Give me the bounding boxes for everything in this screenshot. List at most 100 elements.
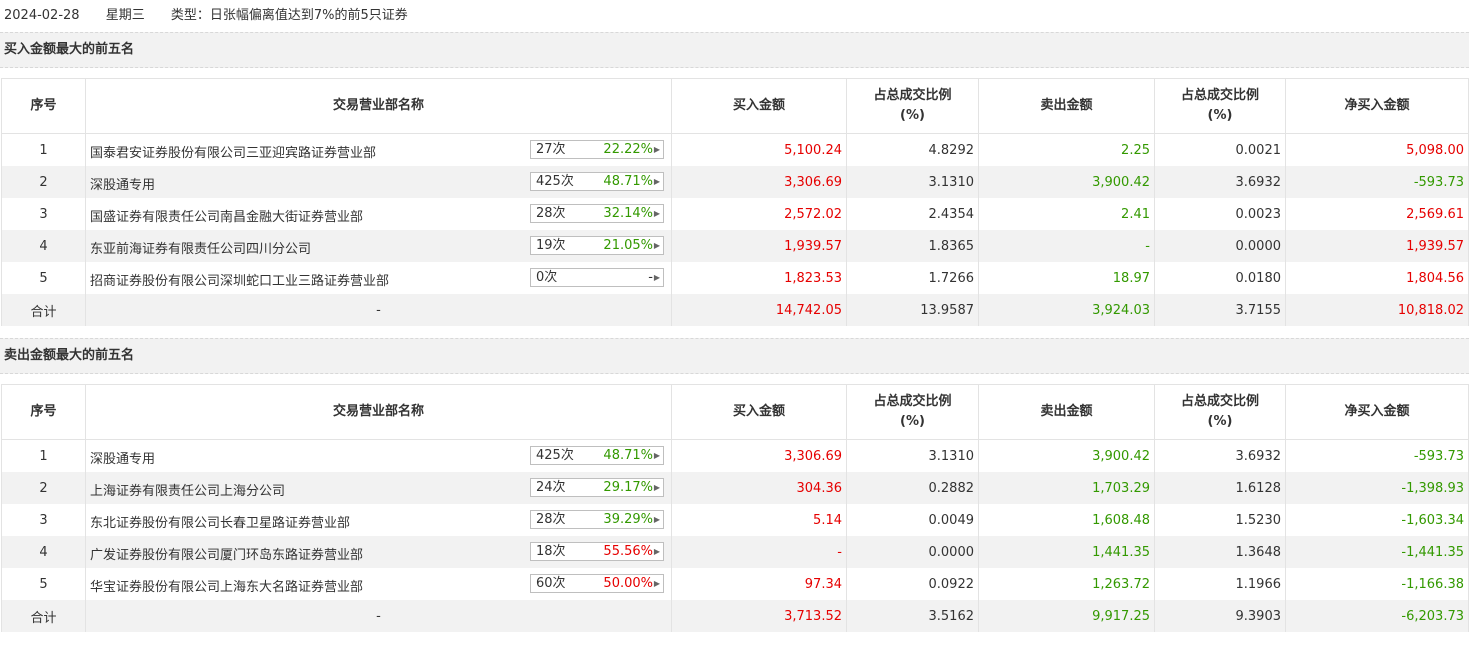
table-row: 3 东北证券股份有限公司长春卫星路证券营业部 28次 39.29% ▶ 5.14 0.004… (1, 504, 1469, 536)
triangle-right-icon: ▶ (653, 273, 660, 282)
total-name: - (85, 294, 672, 326)
row-seq: 3 (1, 504, 86, 536)
net-buy: -1,441.35 (1285, 536, 1469, 568)
dept-count: 425次 (536, 174, 574, 189)
sell-amount: 2.25 (978, 133, 1155, 166)
buy-amount: 2,572.02 (671, 198, 847, 230)
row-seq: 5 (1, 568, 86, 600)
dept-stat-box[interactable]: 425次 48.71% ▶ (530, 172, 664, 191)
col-seq: 序号 (1, 384, 86, 440)
dept-stat-box[interactable]: 18次 55.56% ▶ (530, 542, 664, 561)
table-row: 5 华宝证券股份有限公司上海东大名路证券营业部 60次 50.00% ▶ 97.34 0.0… (1, 568, 1469, 600)
row-seq: 1 (1, 133, 86, 166)
total-sell-ratio: 3.7155 (1154, 294, 1286, 326)
dept-stat-box[interactable]: 28次 32.14% ▶ (530, 204, 664, 223)
dept-stat-box[interactable]: 425次 48.71% ▶ (530, 446, 664, 465)
dept-name-link[interactable]: 国泰君安证券股份有限公司三亚迎宾路证券营业部 (90, 146, 377, 161)
buy-amount: 5,100.24 (671, 133, 847, 166)
dept-stat-box[interactable]: 0次 - ▶ (530, 268, 664, 287)
total-buy: 14,742.05 (671, 294, 847, 326)
net-buy: -1,603.34 (1285, 504, 1469, 536)
row-seq: 2 (1, 472, 86, 504)
table-header-row: 序号 交易营业部名称 买入金额 占总成交比例 (%) 卖出金额 占总成交比例 (%)… (1, 384, 1469, 440)
sell-ratio: 3.6932 (1154, 166, 1286, 198)
net-buy: 5,098.00 (1285, 133, 1469, 166)
trade-date: 2024-02-28 (4, 8, 80, 23)
buy-top5-table: 序号 交易营业部名称 买入金额 占总成交比例 (%) 卖出金额 占总成交比例 (%)… (1, 78, 1469, 326)
col-buy-ratio: 占总成交比例 (%) (846, 384, 979, 440)
row-seq: 4 (1, 536, 86, 568)
row-seq: 2 (1, 166, 86, 198)
col-dept-name: 交易营业部名称 (85, 384, 672, 440)
dept-count: 425次 (536, 448, 574, 463)
dept-stat-box[interactable]: 27次 22.22% ▶ (530, 140, 664, 159)
dept-count: 24次 (536, 480, 566, 495)
dept-win-rate: 39.29% (603, 512, 653, 527)
dept-name-link[interactable]: 招商证券股份有限公司深圳蛇口工业三路证券营业部 (90, 274, 390, 289)
net-buy: -593.73 (1285, 439, 1469, 472)
col-buy-amount: 买入金额 (671, 78, 847, 134)
table-row: 1 深股通专用 425次 48.71% ▶ 3,306.69 3.1310 3,900.42 3… (1, 439, 1469, 472)
dept-name-link[interactable]: 东亚前海证券有限责任公司四川分公司 (90, 242, 312, 257)
dept-stat-box[interactable]: 19次 21.05% ▶ (530, 236, 664, 255)
sell-amount: 1,441.35 (978, 536, 1155, 568)
dept-win-rate: - (648, 270, 653, 285)
sell-ratio: 0.0000 (1154, 230, 1286, 262)
dept-name-link[interactable]: 国盛证券有限责任公司南昌金融大街证券营业部 (90, 210, 364, 225)
total-row: 合计 -14,742.05 13.9587 3,924.03 3.7155 10,818.… (1, 294, 1469, 326)
col-net-buy: 净买入金额 (1285, 384, 1469, 440)
dept-name-link[interactable]: 广发证券股份有限公司厦门环岛东路证券营业部 (90, 548, 364, 563)
triangle-right-icon: ▶ (653, 451, 660, 460)
dept-name-cell: 深股通专用 425次 48.71% ▶ (85, 439, 672, 472)
col-sell-ratio: 占总成交比例 (%) (1154, 384, 1286, 440)
triangle-right-icon: ▶ (653, 547, 660, 556)
dept-stat-box[interactable]: 60次 50.00% ▶ (530, 574, 664, 593)
dept-stat-box[interactable]: 28次 39.29% ▶ (530, 510, 664, 529)
net-buy: 1,804.56 (1285, 262, 1469, 294)
table-row: 5 招商证券股份有限公司深圳蛇口工业三路证券营业部 0次 - ▶ 1,823.53 1.72… (1, 262, 1469, 294)
dept-name-link[interactable]: 深股通专用 (90, 178, 156, 193)
dept-name-link[interactable]: 东北证券股份有限公司长春卫星路证券营业部 (90, 516, 351, 531)
buy-amount: 3,306.69 (671, 166, 847, 198)
net-buy: 1,939.57 (1285, 230, 1469, 262)
dept-name-cell: 深股通专用 425次 48.71% ▶ (85, 166, 672, 198)
buy-amount: 1,823.53 (671, 262, 847, 294)
row-seq: 5 (1, 262, 86, 294)
net-buy: -1,398.93 (1285, 472, 1469, 504)
table-row: 1 国泰君安证券股份有限公司三亚迎宾路证券营业部 27次 22.22% ▶ 5,100.2… (1, 133, 1469, 166)
dept-win-rate: 22.22% (603, 142, 653, 157)
weekday: 星期三 (105, 8, 145, 23)
dept-name-link[interactable]: 深股通专用 (90, 452, 156, 467)
dept-name-cell: 华宝证券股份有限公司上海东大名路证券营业部 60次 50.00% ▶ (85, 568, 672, 600)
sell-ratio: 1.3648 (1154, 536, 1286, 568)
total-buy-ratio: 3.5162 (846, 600, 979, 632)
triangle-right-icon: ▶ (653, 515, 660, 524)
total-label: 合计 (1, 294, 86, 326)
col-sell-amount: 卖出金额 (978, 384, 1155, 440)
dept-name-link[interactable]: 上海证券有限责任公司上海分公司 (90, 484, 286, 499)
col-net-buy: 净买入金额 (1285, 78, 1469, 134)
table-row: 4 广发证券股份有限公司厦门环岛东路证券营业部 18次 55.56% ▶ -0.0000 1… (1, 536, 1469, 568)
total-buy-ratio: 13.9587 (846, 294, 979, 326)
triangle-right-icon: ▶ (653, 177, 660, 186)
triangle-right-icon: ▶ (653, 145, 660, 154)
sell-amount: 3,900.42 (978, 166, 1155, 198)
buy-ratio: 0.0000 (846, 536, 979, 568)
buy-ratio: 3.1310 (846, 166, 979, 198)
sell-ratio: 1.5230 (1154, 504, 1286, 536)
total-net: -6,203.73 (1285, 600, 1469, 632)
sell-amount: 2.41 (978, 198, 1155, 230)
dept-name-cell: 东北证券股份有限公司长春卫星路证券营业部 28次 39.29% ▶ (85, 504, 672, 536)
dept-name-link[interactable]: 华宝证券股份有限公司上海东大名路证券营业部 (90, 580, 364, 595)
col-dept-name: 交易营业部名称 (85, 78, 672, 134)
dept-win-rate: 29.17% (603, 480, 653, 495)
dept-stat-box[interactable]: 24次 29.17% ▶ (530, 478, 664, 497)
buy-ratio: 1.8365 (846, 230, 979, 262)
buy-ratio: 2.4354 (846, 198, 979, 230)
table-row: 2 深股通专用 425次 48.71% ▶ 3,306.69 3.1310 3,900.42 3… (1, 166, 1469, 198)
row-seq: 1 (1, 439, 86, 472)
triangle-right-icon: ▶ (653, 241, 660, 250)
total-sell: 9,917.25 (978, 600, 1155, 632)
list-type: 类型：日张幅偏离值达到7%的前5只证券 (170, 8, 408, 23)
triangle-right-icon: ▶ (653, 579, 660, 588)
